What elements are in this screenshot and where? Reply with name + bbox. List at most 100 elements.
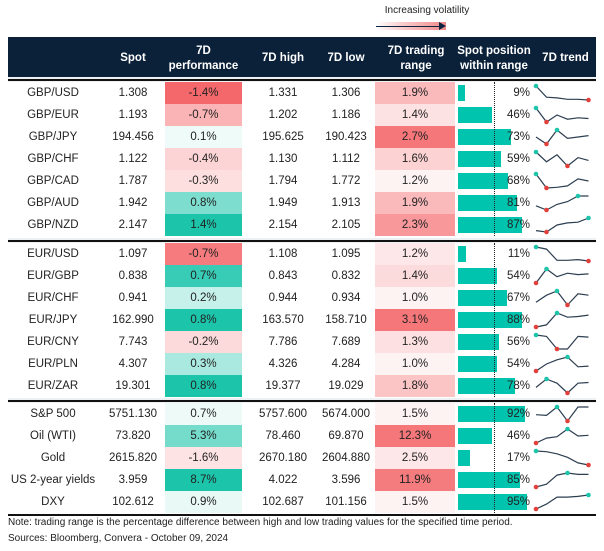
trend-sparkline — [533, 244, 591, 264]
trend-high-marker — [533, 83, 539, 89]
position-bar — [458, 356, 498, 372]
position-bar — [458, 290, 507, 306]
perf-cell: 0.3% — [165, 353, 242, 375]
row-name: EUR/PLN — [28, 358, 78, 370]
trend-high-marker — [554, 404, 560, 410]
range-cell: 1.4% — [375, 265, 455, 287]
trend-line — [535, 334, 589, 350]
range-cell: 1.4% — [375, 104, 455, 126]
table-row: GBP/NZD 2.147 1.4% 2.154 2.105 2.3% 87% — [8, 214, 596, 236]
position-percent: 85% — [506, 474, 530, 486]
trend-sparkline — [535, 127, 589, 147]
row-name: Oil (WTI) — [30, 430, 76, 442]
trend-line — [535, 494, 589, 510]
low-value: 5674.000 — [322, 408, 370, 420]
perf-cell: -1.6% — [165, 447, 242, 469]
high-value: 0.944 — [268, 292, 298, 304]
low-value: 0.832 — [331, 270, 361, 282]
perf-cell: 0.8% — [165, 375, 242, 397]
low-value: 0.934 — [331, 292, 361, 304]
position-bar — [458, 334, 499, 350]
row-name: Gold — [40, 452, 66, 464]
trend-sparkline — [533, 266, 589, 286]
trend-low-marker — [544, 119, 549, 125]
table-row: GBP/CHF 1.122 -0.4% 1.130 1.112 1.6% 59% — [8, 148, 596, 170]
trend-low-marker — [533, 484, 539, 490]
spot-value: 0.941 — [118, 292, 148, 304]
row-name: GBP/AUD — [27, 197, 79, 209]
trend-low-marker — [586, 462, 591, 468]
position-bar — [458, 151, 502, 167]
trend-high-marker — [533, 244, 539, 250]
trend-sparkline — [533, 105, 589, 125]
spot-value: 1.308 — [118, 87, 148, 99]
spot-value: 1.097 — [118, 248, 148, 260]
perf-cell: -1.4% — [165, 82, 242, 104]
low-value: 19.029 — [328, 380, 364, 392]
group-rule — [8, 400, 596, 402]
position-percent: 92% — [506, 408, 530, 420]
trend-high-marker — [575, 193, 581, 199]
high-value: 5757.600 — [259, 408, 307, 420]
position-percent: 88% — [506, 314, 530, 326]
trend-low-marker — [565, 302, 570, 308]
position-percent: 73% — [506, 131, 530, 143]
trend-sparkline — [533, 171, 589, 191]
range-cell: 2.3% — [375, 214, 455, 236]
position-bar — [458, 472, 521, 488]
trend-sparkline — [533, 354, 589, 374]
trend-high-marker — [533, 332, 539, 338]
spot-value: 102.612 — [112, 496, 154, 508]
trend-line — [535, 151, 589, 167]
position-bar — [458, 173, 508, 189]
table-row: EUR/PLN 4.307 0.3% 4.326 4.284 1.0% 54% — [8, 353, 596, 375]
table-row: EUR/CNY 7.743 -0.2% 7.786 7.689 1.3% 56% — [8, 331, 596, 353]
high-value: 1.794 — [268, 175, 298, 187]
range-cell: 1.0% — [375, 287, 455, 309]
high-value: 4.326 — [268, 358, 298, 370]
range-cell: 2.5% — [375, 447, 455, 469]
trend-high-marker — [554, 127, 560, 133]
position-percent: 67% — [506, 292, 530, 304]
spot-value: 2615.820 — [109, 452, 157, 464]
low-value: 2.105 — [331, 219, 361, 231]
trend-low-marker — [533, 440, 539, 446]
high-value: 163.570 — [262, 314, 304, 326]
table-row: EUR/CHF 0.941 0.2% 0.944 0.934 1.0% 67% — [8, 287, 596, 309]
table-row: S&P 500 5751.130 0.7% 5757.600 5674.000 1.5% 9… — [8, 403, 596, 425]
spot-value: 1.787 — [118, 175, 148, 187]
range-cell: 1.3% — [375, 331, 455, 353]
trend-high-marker — [565, 426, 570, 432]
range-cell: 1.2% — [375, 170, 455, 192]
perf-cell: 0.7% — [165, 265, 242, 287]
position-percent: 78% — [506, 380, 530, 392]
row-name: EUR/CNY — [27, 336, 79, 348]
table-row: EUR/ZAR 19.301 0.8% 19.377 19.029 1.8% 78% — [8, 375, 596, 397]
trend-high-marker — [586, 492, 591, 498]
range-cell: 1.5% — [375, 403, 455, 425]
range-cell: 1.5% — [375, 491, 455, 513]
trend-low-marker — [533, 324, 539, 330]
high-value: 0.843 — [268, 270, 298, 282]
perf-cell: -0.2% — [165, 331, 242, 353]
high-value: 19.377 — [265, 380, 301, 392]
trend-high-marker — [586, 215, 591, 221]
trend-sparkline — [533, 149, 589, 169]
range-cell: 11.9% — [375, 469, 455, 491]
row-name: EUR/JPY — [28, 314, 78, 326]
range-cell: 12.3% — [375, 425, 455, 447]
volatility-arrow-icon — [376, 22, 446, 30]
position-bar — [458, 195, 518, 211]
position-percent: 81% — [506, 197, 530, 209]
range-cell: 3.1% — [375, 309, 455, 331]
table-row: GBP/AUD 1.942 0.8% 1.949 1.913 1.9% 81% — [8, 192, 596, 214]
col-perf: 7D performance — [168, 44, 239, 72]
position-bar — [458, 217, 522, 233]
col-trend: 7D trend — [542, 52, 589, 64]
bottom-rule — [8, 514, 596, 516]
position-percent: 68% — [506, 175, 530, 187]
high-value: 2.154 — [268, 219, 298, 231]
trend-line — [535, 268, 589, 284]
spot-value: 2.147 — [118, 219, 148, 231]
perf-cell: 0.8% — [165, 192, 242, 214]
